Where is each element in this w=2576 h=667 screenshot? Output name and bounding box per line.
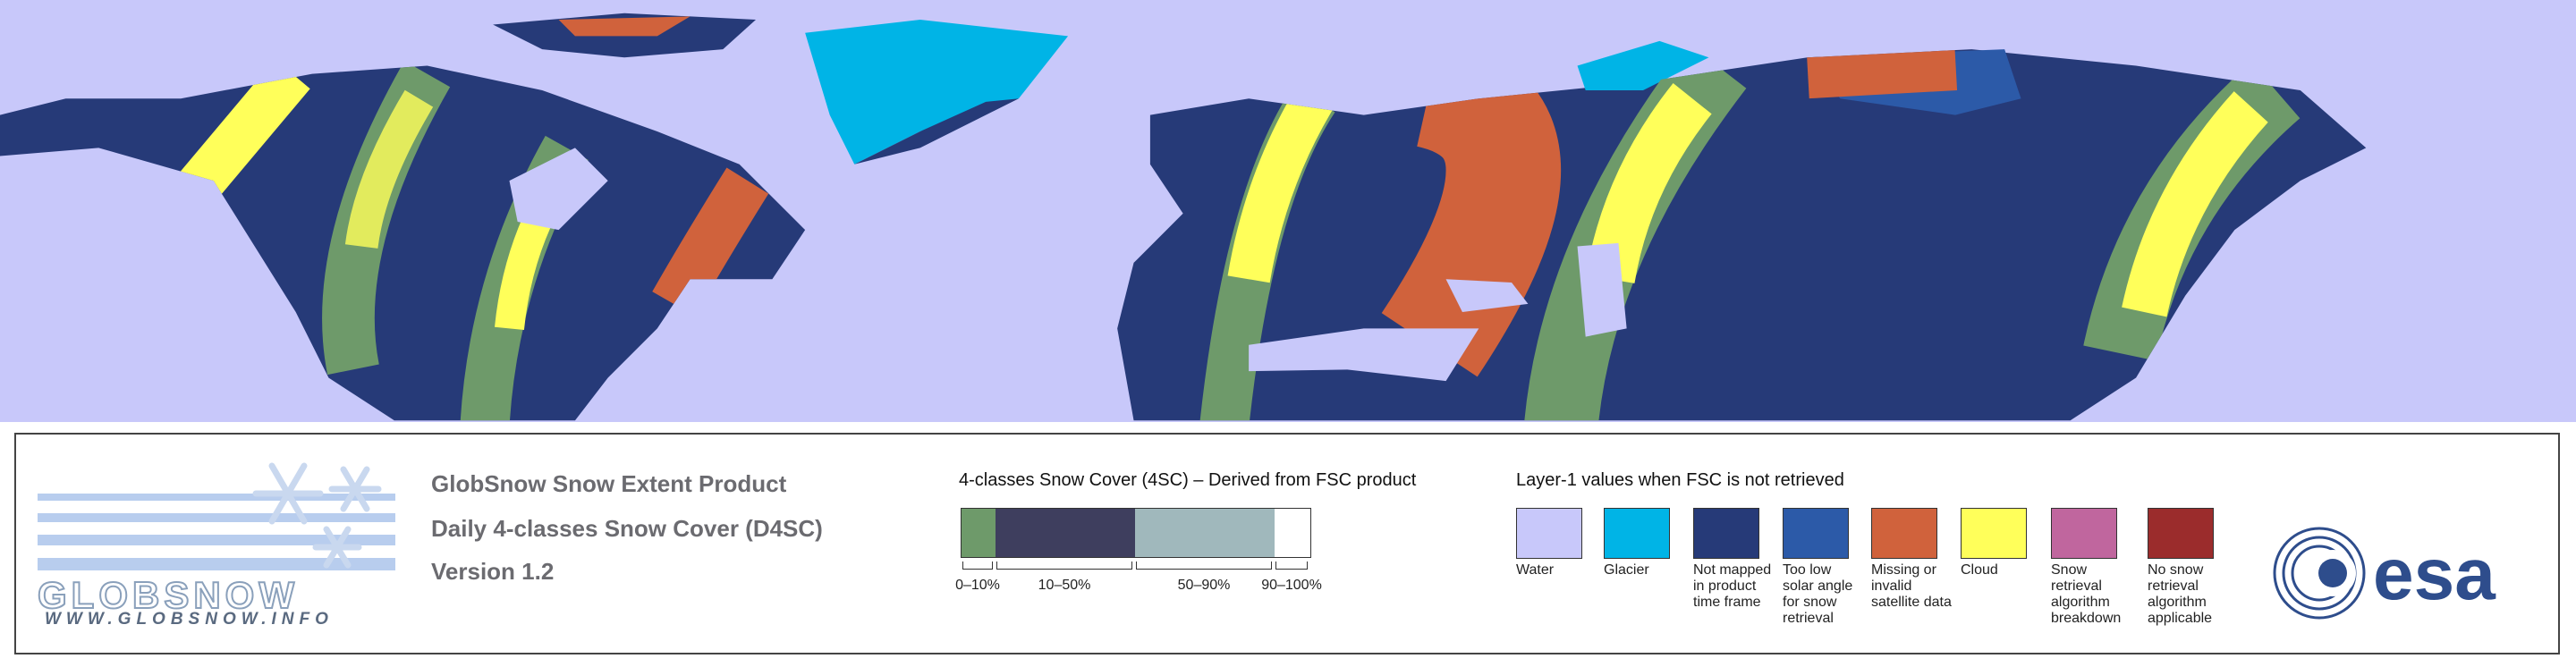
layer1-item: Not mapped in product time frame: [1693, 508, 1775, 611]
layer1-swatch: [1961, 508, 2027, 559]
layer1-label: Snow retrieval algorithm breakdown: [2051, 562, 2122, 626]
product-title: GlobSnow Snow Extent Product: [431, 470, 787, 497]
snow-cover-swatch: [1275, 509, 1310, 557]
layer1-item: Too low solar angle for snow retrieval: [1783, 508, 1865, 627]
layer1-label: Too low solar angle for snow retrieval: [1783, 562, 1853, 626]
layer1-swatch: [1783, 508, 1849, 559]
class-label: 90–100%: [1261, 578, 1322, 593]
layer1-label: Missing or invalid satellite data: [1871, 562, 1952, 610]
layer1-title: Layer-1 values when FSC is not retrieved: [1516, 470, 1844, 490]
layer1-item: Snow retrieval algorithm breakdown: [2051, 508, 2133, 627]
class-brace: [996, 561, 1132, 570]
layer1-swatch: [2148, 508, 2214, 559]
greenland-unmapped: [854, 98, 1019, 165]
greenland: [805, 20, 1069, 165]
layer1-item: Glacier: [1604, 508, 1686, 578]
layer1-swatch: [1604, 508, 1670, 559]
class-label: 0–10%: [955, 578, 1000, 593]
layer1-swatch: [1516, 508, 1582, 559]
layer1-swatch: [1871, 508, 1937, 559]
layer1-item: Missing or invalid satellite data: [1871, 508, 1953, 611]
esa-emblem: [2273, 527, 2366, 620]
mediterranean: [1249, 328, 1479, 382]
snow-cover-swatch: [996, 509, 1135, 557]
layer1-label: Not mapped in product time frame: [1693, 562, 1772, 610]
layer1-label: Glacier: [1604, 562, 1649, 578]
class-label: 10–50%: [1038, 578, 1091, 593]
logo-graphic: [38, 462, 395, 570]
class-brace: [1136, 561, 1272, 570]
layer1-item: No snow retrieval algorithm applicable: [2148, 508, 2230, 627]
snow-cover-title: 4-classes Snow Cover (4SC) – Derived fro…: [959, 470, 1417, 490]
novaya-zemlya: [1577, 40, 1709, 91]
snow-map: [0, 0, 2576, 422]
logo-name: GLOBSNOW: [37, 573, 299, 617]
class-label: 50–90%: [1177, 578, 1231, 593]
layer1-item: Water: [1516, 508, 1598, 578]
class-brace: [962, 561, 993, 570]
layer1-swatch: [2051, 508, 2117, 559]
snow-cover-swatch: [1135, 509, 1275, 557]
snow-cover-bar: [961, 508, 1311, 558]
agency-name: esa: [2373, 534, 2496, 615]
arctic-missing: [558, 16, 691, 37]
layer1-item: Cloud: [1961, 508, 2043, 578]
class-brace: [1275, 561, 1308, 570]
layer1-label: No snow retrieval algorithm applicable: [2148, 562, 2213, 626]
logo-url: WWW.GLOBSNOW.INFO: [45, 610, 334, 629]
product-version: Version 1.2: [431, 558, 555, 585]
layer1-label: Cloud: [1961, 562, 1998, 578]
product-subtitle: Daily 4-classes Snow Cover (D4SC): [431, 515, 823, 542]
snow-cover-swatch: [962, 509, 996, 557]
layer1-label: Water: [1516, 562, 1555, 578]
inland-seas: [1445, 242, 1627, 337]
legend-panel: GLOBSNOW WWW.GLOBSNOW.INFO GlobSnow Snow…: [14, 433, 2560, 654]
layer1-swatch: [1693, 508, 1759, 559]
hudson-bay: [509, 148, 608, 231]
